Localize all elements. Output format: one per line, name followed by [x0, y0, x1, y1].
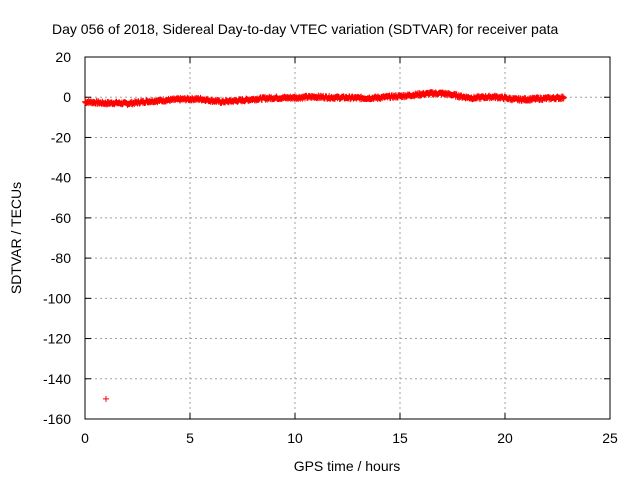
y-tick-label: -80: [51, 250, 71, 266]
chart-title: Day 056 of 2018, Sidereal Day-to-day VTE…: [52, 21, 559, 37]
x-tick-label: 25: [602, 430, 618, 446]
y-tick-label: -140: [43, 371, 71, 387]
y-tick-label: -60: [51, 210, 71, 226]
data-point: [560, 94, 567, 101]
y-tick-label: 0: [63, 89, 71, 105]
x-tick-label: 20: [497, 430, 513, 446]
y-tick-label: -120: [43, 331, 71, 347]
y-tick-label: -160: [43, 411, 71, 427]
plot-frame: [84, 56, 611, 420]
y-tick-label: 20: [55, 49, 71, 65]
axis-ticks: 0 5 10 15 20 25 20 0 -20 -40 -60 -80 -100 -120 -140 -16…: [43, 49, 618, 446]
y-tick-label: -100: [43, 290, 71, 306]
data-point: [560, 95, 567, 102]
x-axis-label: GPS time / hours: [294, 458, 401, 474]
y-tick-label: -20: [51, 129, 71, 145]
outlier-point: [103, 395, 109, 402]
y-tick-label: -40: [51, 170, 71, 186]
x-tick-label: 5: [186, 430, 194, 446]
x-tick-label: 10: [287, 430, 303, 446]
x-tick-label: 0: [81, 430, 89, 446]
y-axis-label: SDTVAR / TECUs: [8, 182, 24, 294]
grid: [85, 57, 610, 419]
data-points: [82, 89, 567, 402]
x-tick-label: 15: [392, 430, 408, 446]
